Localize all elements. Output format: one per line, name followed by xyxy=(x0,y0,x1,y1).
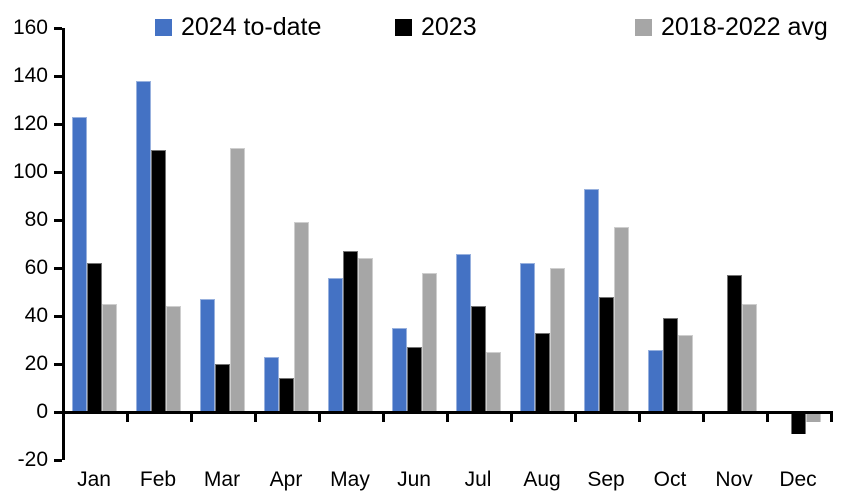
bar xyxy=(230,148,245,412)
y-axis-tick xyxy=(54,27,62,30)
bar xyxy=(678,335,693,412)
y-axis-label: 160 xyxy=(12,16,48,39)
bar xyxy=(584,188,599,412)
y-axis-label: 40 xyxy=(24,304,48,327)
bar xyxy=(520,263,535,412)
y-axis-label: 100 xyxy=(12,160,48,183)
bar xyxy=(151,150,166,412)
x-axis-tick xyxy=(126,413,129,422)
x-axis-tick xyxy=(510,413,513,422)
bar xyxy=(648,349,663,412)
bar xyxy=(200,299,215,412)
x-axis-line xyxy=(62,410,833,414)
bar xyxy=(294,222,309,412)
bar xyxy=(343,251,358,412)
legend-label-2023: 2023 xyxy=(421,13,477,41)
bar xyxy=(486,352,501,412)
bar xyxy=(136,80,151,412)
x-axis-tick xyxy=(638,413,641,422)
bar xyxy=(166,306,181,412)
bar xyxy=(550,268,565,412)
legend-label-avg: 2018-2022 avg xyxy=(661,13,828,41)
y-axis-tick xyxy=(54,267,62,270)
x-axis-label: Jan xyxy=(77,468,111,491)
x-axis-label: Oct xyxy=(653,468,687,491)
y-axis-tick xyxy=(54,75,62,78)
x-axis-tick xyxy=(574,413,577,422)
x-axis-tick xyxy=(254,413,257,422)
bar xyxy=(87,263,102,412)
bar xyxy=(614,227,629,412)
y-axis-label: 20 xyxy=(24,352,48,375)
y-axis-label: 0 xyxy=(36,400,48,423)
bar xyxy=(328,277,343,412)
x-axis-label: Jul xyxy=(464,468,492,491)
x-axis-label: Nov xyxy=(715,468,753,491)
legend-item-2023: 2023 xyxy=(395,13,477,41)
bar xyxy=(102,304,117,412)
y-axis-label: 120 xyxy=(12,112,48,135)
bar xyxy=(407,347,422,412)
y-axis-tick xyxy=(54,363,62,366)
bar xyxy=(727,275,742,412)
bar xyxy=(72,116,87,412)
x-axis-tick xyxy=(702,413,705,422)
x-axis-tick xyxy=(766,413,769,422)
y-axis-line xyxy=(62,28,65,460)
x-axis-label: Feb xyxy=(139,468,177,491)
bar xyxy=(535,332,550,412)
x-axis-tick xyxy=(830,413,833,422)
x-axis-label: Dec xyxy=(779,468,817,491)
x-axis-tick xyxy=(190,413,193,422)
y-axis-tick xyxy=(54,219,62,222)
bar xyxy=(215,364,230,412)
legend-item-2024: 2024 to-date xyxy=(155,13,321,41)
bar xyxy=(422,272,437,412)
y-axis-tick xyxy=(54,171,62,174)
x-axis-tick xyxy=(382,413,385,422)
x-axis-label: Mar xyxy=(203,468,241,491)
y-axis-label: -20 xyxy=(17,448,48,471)
bar xyxy=(599,296,614,412)
y-axis-tick xyxy=(54,123,62,126)
x-axis-label: Aug xyxy=(523,468,561,491)
y-axis-label: 80 xyxy=(24,208,48,231)
bar xyxy=(264,356,279,412)
legend-swatch-2023 xyxy=(395,18,412,36)
x-axis-tick xyxy=(62,413,65,422)
bar xyxy=(358,258,373,412)
x-axis-label: Sep xyxy=(587,468,625,491)
x-axis-tick xyxy=(318,413,321,422)
bar xyxy=(392,328,407,412)
y-axis-label: 140 xyxy=(12,64,48,87)
y-axis-label: 60 xyxy=(24,256,48,279)
x-axis-label: Apr xyxy=(269,468,303,491)
bar xyxy=(791,412,806,434)
x-axis-label: May xyxy=(330,468,370,491)
legend-label-2024: 2024 to-date xyxy=(181,13,322,41)
bar xyxy=(456,253,471,412)
bar xyxy=(471,306,486,412)
x-axis-label: Jun xyxy=(397,468,431,491)
legend-swatch-avg xyxy=(635,18,652,36)
legend-item-avg: 2018-2022 avg xyxy=(635,13,828,41)
y-axis-tick xyxy=(54,315,62,318)
y-axis-tick xyxy=(54,459,62,462)
bar xyxy=(742,304,757,412)
legend-swatch-2024 xyxy=(155,18,172,36)
bar xyxy=(663,318,678,412)
y-axis-tick xyxy=(54,411,62,414)
bar xyxy=(279,378,294,412)
x-axis-tick xyxy=(446,413,449,422)
